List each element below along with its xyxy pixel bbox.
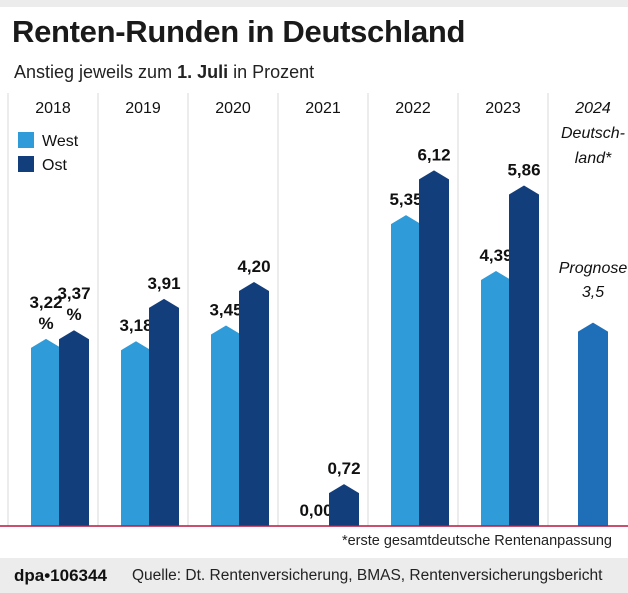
brand-logo: dpa•106344 <box>14 566 107 585</box>
year-label-2022: 2022 <box>395 100 431 117</box>
forecast-note-line1: Deutsch- <box>561 125 625 142</box>
year-label-2019: 2019 <box>125 100 161 117</box>
chart-subtitle: Anstieg jeweils zum 1. Juli in Prozent <box>14 62 314 83</box>
bar-ost-2023 <box>509 185 539 526</box>
value-label-ost-2022: 6,12 <box>417 145 450 164</box>
value-label-ost-2020: 4,20 <box>237 257 270 276</box>
forecast-value-label: 3,5 <box>582 284 604 301</box>
bar-ost-2021 <box>329 484 359 526</box>
year-label-2024: 2024 <box>574 100 611 117</box>
bar-ost-2020 <box>239 281 269 526</box>
forecast-note-line2: land* <box>575 150 612 167</box>
forecast-label: Prognose <box>559 260 628 277</box>
value-label-west-2021: 0,00 <box>299 501 332 520</box>
value-label-ost-2018-num: 3,37 <box>57 284 90 303</box>
bar-ost-2019 <box>149 298 179 526</box>
value-label-west-2018-unit: % <box>38 314 53 333</box>
bar-west-2020 <box>211 325 241 526</box>
bar-ost-2018 <box>59 330 89 526</box>
value-label-ost-2023: 5,86 <box>507 161 540 180</box>
chart-title: Renten-Runden in Deutschland <box>12 14 466 49</box>
value-label-ost-2021: 0,72 <box>327 459 360 478</box>
value-label-west-2023: 4,39 <box>479 246 512 265</box>
bar-west-2023 <box>481 270 511 526</box>
legend-label-ost: Ost <box>42 157 67 174</box>
source-text: Quelle: Dt. Rentenversicherung, BMAS, Re… <box>132 567 603 584</box>
bar-ost-2022 <box>419 170 449 527</box>
legend-label-west: West <box>42 133 79 150</box>
year-label-2021: 2021 <box>305 100 341 117</box>
value-label-west-2022: 5,35 <box>389 190 422 209</box>
value-label-west-2018-num: 3,22 <box>29 293 62 312</box>
footnote: *erste gesamtdeutsche Rentenanpassung <box>341 533 612 549</box>
year-label-2018: 2018 <box>35 100 71 117</box>
value-label-ost-2018-unit: % <box>66 305 81 324</box>
legend-swatch-ost <box>18 156 34 172</box>
subtitle-date: 1. Juli <box>177 62 229 82</box>
year-label-2023: 2023 <box>485 100 521 117</box>
subtitle-text: Anstieg jeweils zum <box>14 62 178 82</box>
bar-west-2019 <box>121 341 151 526</box>
value-label-ost-2019: 3,91 <box>147 274 180 293</box>
value-label-west-2019: 3,18 <box>119 316 152 335</box>
forecast-bar <box>578 322 608 526</box>
top-strip <box>0 0 628 7</box>
legend-swatch-west <box>18 132 34 148</box>
bar-west-2022 <box>391 215 421 527</box>
footer-bar: dpa•106344 Quelle: Dt. Rentenversicherun… <box>0 558 628 593</box>
bar-west-2018 <box>31 338 61 526</box>
subtitle-unit: in Prozent <box>228 62 315 82</box>
year-label-2020: 2020 <box>215 100 251 117</box>
value-label-west-2020: 3,45 <box>209 301 242 320</box>
